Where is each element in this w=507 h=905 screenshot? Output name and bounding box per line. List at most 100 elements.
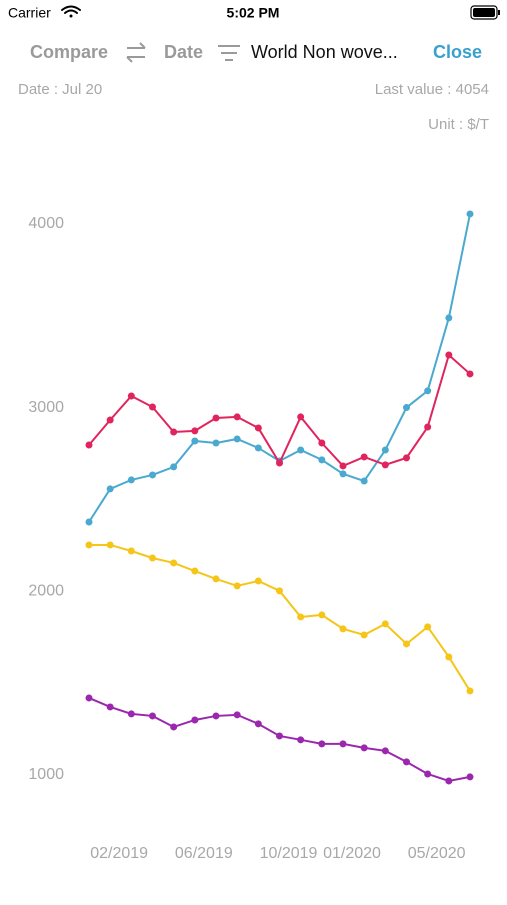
data-point <box>233 582 241 590</box>
y-tick-label: 2000 <box>28 582 64 599</box>
data-point <box>212 414 220 422</box>
y-tick-label: 3000 <box>28 399 64 416</box>
series-line <box>88 213 471 523</box>
data-point <box>254 444 262 452</box>
data-point <box>381 446 389 454</box>
data-point <box>381 747 389 755</box>
data-point <box>360 453 368 461</box>
data-point <box>297 413 305 421</box>
data-point <box>403 404 410 412</box>
data-point <box>424 423 432 431</box>
data-point <box>445 351 453 359</box>
y-tick-label: 1000 <box>28 766 64 783</box>
clock: 5:02 PM <box>227 5 280 21</box>
data-point <box>403 640 410 648</box>
data-point <box>191 567 199 575</box>
series-title: World Non wove... <box>251 42 398 62</box>
data-point <box>466 773 474 781</box>
wifi-icon <box>61 5 81 18</box>
x-tick-label: 10/2019 <box>260 845 318 862</box>
data-point <box>276 732 283 740</box>
data-point <box>466 370 474 378</box>
data-point <box>360 631 368 639</box>
data-point <box>170 463 178 471</box>
carrier: Carrier <box>8 5 51 21</box>
compare-button[interactable]: Compare <box>30 42 108 62</box>
swap-icon[interactable] <box>126 42 146 63</box>
data-point <box>127 392 135 400</box>
data-point <box>170 723 178 731</box>
data-point <box>297 736 305 744</box>
data-point <box>127 476 135 484</box>
data-point <box>106 485 114 493</box>
plot: 1000 2000 3000 4000 02/2019 06/2019 10/2019 01/… <box>28 210 474 862</box>
data-point <box>233 711 241 719</box>
data-point <box>318 740 326 748</box>
data-point <box>85 441 93 449</box>
data-point <box>233 435 241 443</box>
y-tick-label: 4000 <box>28 215 64 232</box>
data-point <box>339 462 347 470</box>
data-point <box>424 387 432 395</box>
data-point <box>318 439 326 447</box>
data-point <box>149 471 156 479</box>
data-point <box>170 428 178 436</box>
data-point <box>339 740 347 748</box>
x-tick-label: 01/2020 <box>323 845 381 862</box>
filter-icon[interactable] <box>218 45 240 61</box>
data-point <box>254 720 262 728</box>
series-line <box>89 543 471 692</box>
data-point <box>85 694 93 702</box>
series-line <box>88 353 471 468</box>
data-point <box>127 547 135 555</box>
data-point <box>254 577 262 585</box>
data-point <box>212 712 220 720</box>
data-point <box>149 554 156 562</box>
data-point <box>381 461 389 469</box>
data-point <box>339 625 347 633</box>
x-tick-label: 06/2019 <box>175 845 233 862</box>
close-button[interactable]: Close <box>433 42 482 62</box>
data-point <box>85 518 93 526</box>
data-point <box>212 575 220 583</box>
battery-icon <box>470 5 500 20</box>
data-point <box>170 559 178 567</box>
data-point <box>191 716 199 724</box>
data-point <box>127 710 135 718</box>
data-point <box>424 770 432 778</box>
data-point <box>403 454 410 462</box>
data-point <box>276 459 283 467</box>
data-point <box>360 477 368 485</box>
data-point <box>191 437 199 445</box>
data-point <box>445 314 453 322</box>
data-point <box>360 744 368 752</box>
data-point <box>85 541 93 549</box>
data-point <box>424 623 432 631</box>
data-point <box>318 611 326 619</box>
x-tick-label: 05/2020 <box>408 845 466 862</box>
data-point <box>212 439 220 447</box>
data-point <box>149 712 156 720</box>
data-point <box>191 427 199 435</box>
last-value: Last value : 4054 <box>375 81 489 98</box>
data-point <box>297 613 305 621</box>
data-point <box>149 403 156 411</box>
x-tick-label: 02/2019 <box>90 845 148 862</box>
data-point <box>466 210 474 218</box>
data-point <box>445 653 453 661</box>
date-button[interactable]: Date <box>164 42 203 62</box>
data-point <box>106 703 114 711</box>
data-point <box>339 470 347 478</box>
data-point <box>233 413 241 421</box>
data-point <box>297 446 305 454</box>
data-point <box>106 416 114 424</box>
data-point <box>254 424 262 432</box>
data-point <box>276 587 283 595</box>
unit: Unit : $/T <box>428 116 489 133</box>
date-info: Date : Jul 20 <box>18 81 102 98</box>
data-point <box>445 777 453 785</box>
data-point <box>403 758 410 766</box>
data-point <box>106 541 114 549</box>
